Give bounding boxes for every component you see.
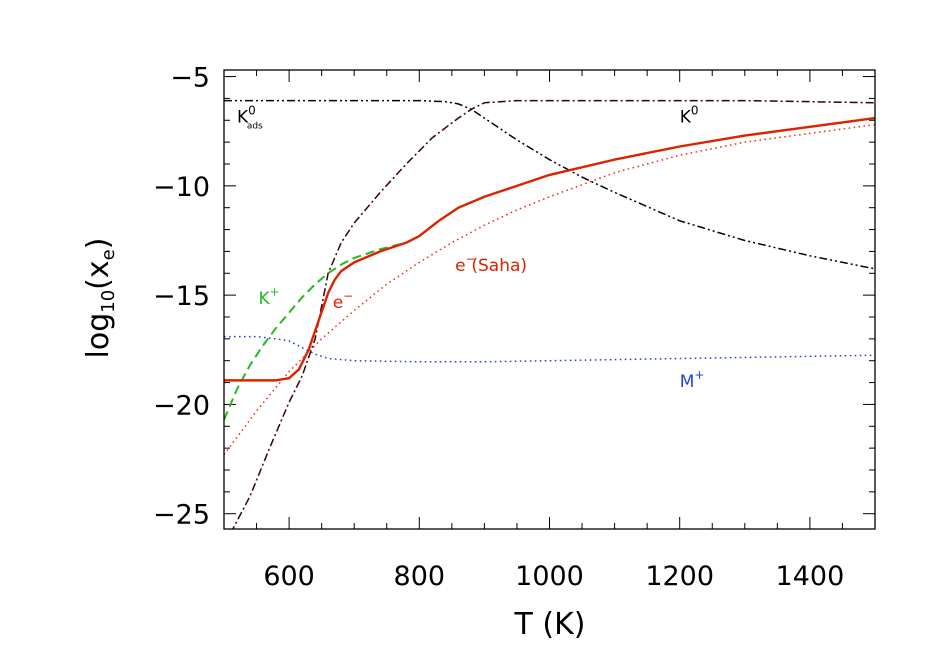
y-axis-title-main: log bbox=[81, 313, 116, 359]
series-line-k0ads bbox=[224, 99, 875, 270]
y-axis-title-sub: 10 bbox=[98, 290, 119, 313]
x-tick-label: 1200 bbox=[645, 561, 714, 592]
annotation-kplus: K+ bbox=[259, 285, 280, 309]
annotation-esaha: e− bbox=[455, 252, 476, 276]
y-tick-label: −5 bbox=[170, 63, 210, 94]
y-tick-label: −20 bbox=[153, 390, 210, 421]
y-tick-label: −25 bbox=[153, 500, 210, 531]
y-axis-title: log10(xe) bbox=[81, 238, 119, 359]
annotation-k0: K0 bbox=[680, 103, 699, 127]
annotations: K0 ads K0K+e−e−(Saha)M+ bbox=[237, 103, 704, 391]
y-axis-title-close: ) bbox=[81, 238, 116, 250]
annotation-eminus: e− bbox=[333, 289, 354, 313]
x-tick-label: 600 bbox=[263, 561, 315, 592]
plot-frame bbox=[223, 69, 876, 530]
x-tick-label: 1400 bbox=[776, 561, 845, 592]
y-axis-title-x: (x bbox=[81, 260, 116, 289]
series-line-kplus bbox=[224, 117, 875, 421]
x-axis-title: T (K) bbox=[514, 607, 586, 642]
y-tick-label: −15 bbox=[153, 281, 210, 312]
annotation-k0ads: K0 ads bbox=[237, 103, 263, 131]
x-tick-labels: 600 800 1000 1200 1400 bbox=[263, 561, 844, 592]
axis-ticks bbox=[224, 70, 875, 529]
y-axis-title-xsub: e bbox=[98, 249, 119, 260]
series-line-mplus bbox=[224, 335, 875, 363]
x-tick-label: 800 bbox=[394, 561, 446, 592]
series-line-eminus bbox=[224, 116, 875, 382]
annotation-mplus: M+ bbox=[680, 368, 705, 392]
y-tick-labels: −5 −10 −15 −20 −25 bbox=[153, 63, 210, 531]
series-line-k0 bbox=[231, 99, 875, 529]
y-tick-label: −10 bbox=[153, 172, 210, 203]
x-tick-label: 1000 bbox=[515, 561, 584, 592]
annotation-esaha_paren: (Saha) bbox=[471, 256, 527, 276]
series-lines bbox=[224, 99, 875, 529]
